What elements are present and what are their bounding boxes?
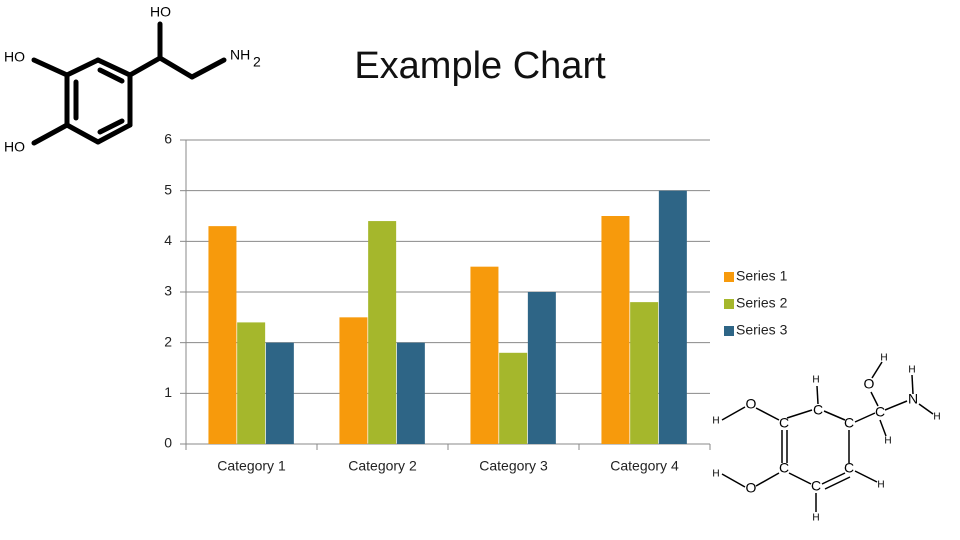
atom-label: O [746,396,757,412]
bar [208,226,237,444]
atom-label: C [811,478,821,494]
atom-label: C [844,415,854,431]
atom-label: C [779,460,789,476]
atom-label: H [877,480,884,491]
chart-title: Example Chart [354,45,606,87]
atom-label: H [933,412,940,423]
atom-label: H [712,469,719,480]
legend-label: Series 2 [736,295,788,311]
atom-label: N [908,391,918,407]
legend-swatch [724,299,734,309]
legend-label: Series 3 [736,322,788,338]
atom-label: H [880,353,887,364]
bar [630,302,659,444]
atom-label: C [813,402,823,418]
bar [658,190,687,444]
atom-label: H [908,365,915,376]
x-tick-label: Category 3 [479,458,548,474]
molecule-skeletal: HO HO NH 2 HO [4,4,261,155]
bar [470,266,499,444]
atom-label: HO [4,49,25,65]
bar [499,352,528,444]
legend-swatch [724,272,734,282]
y-tick-label: 0 [164,435,172,451]
x-tick-label: Category 2 [348,458,417,474]
bar [237,322,266,444]
atom-label: C [844,460,854,476]
bar [265,342,294,444]
x-tick-label: Category 4 [610,458,679,474]
atom-label: O [746,480,757,496]
atom-label: H [812,513,819,524]
bar [601,216,630,444]
atom-label: O [864,376,875,392]
bar [396,342,425,444]
atom-label: H [712,416,719,427]
y-tick-label: 2 [164,333,172,349]
molecule-structural: H H H O O C N C H H C C H H C C H O C H [712,353,940,524]
legend-swatch [724,326,734,336]
atom-label: HO [150,4,171,20]
y-tick-label: 5 [164,181,172,197]
atom-label: HO [4,139,25,155]
y-tick-label: 4 [164,232,172,248]
y-tick-label: 3 [164,283,172,299]
atom-label: C [779,415,789,431]
atom-label: NH [230,47,250,63]
legend-label: Series 1 [736,268,788,284]
bar [339,317,368,444]
x-tick-label: Category 1 [217,458,286,474]
y-tick-label: 6 [164,131,172,147]
bar [368,221,397,444]
y-tick-label: 1 [164,384,172,400]
atom-label: H [884,436,891,447]
atom-label: H [812,375,819,386]
bar [527,292,556,444]
atom-label: 2 [253,54,261,70]
atom-label: C [875,404,885,420]
